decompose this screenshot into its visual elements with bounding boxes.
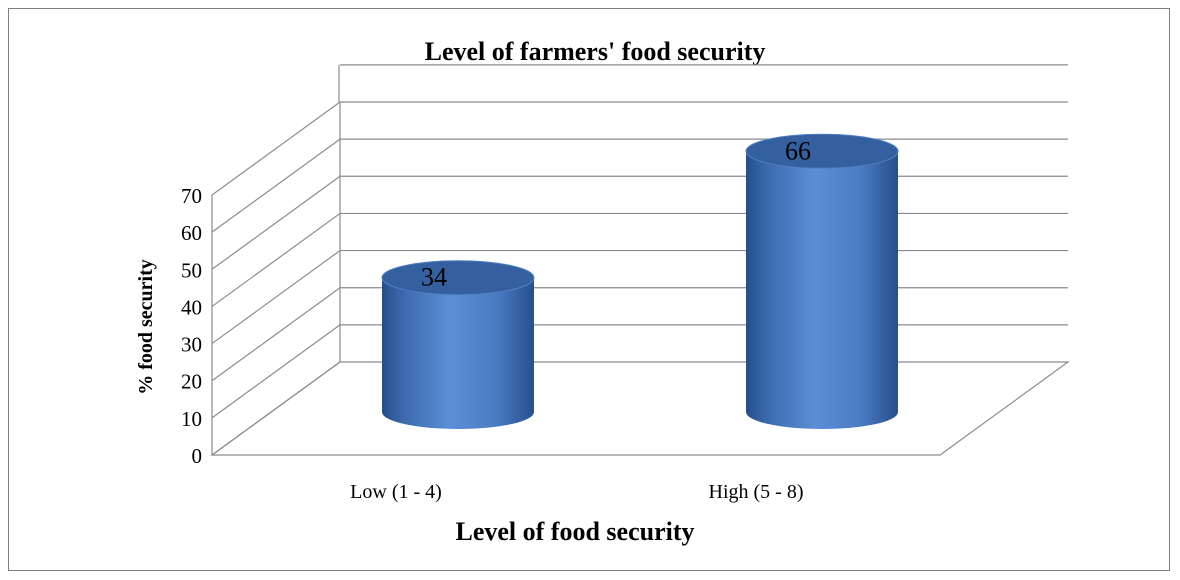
side-gridline [211,287,341,382]
side-gridline [211,101,341,196]
y-tick-label: 0 [192,444,203,468]
bar-1: 66 [745,133,899,430]
y-tick-label: 30 [181,333,202,357]
side-gridline [211,138,341,233]
x-axis-label: Level of food security [455,517,694,546]
side-gridline [211,212,341,307]
bar-body [382,277,534,429]
y-tick-label: 20 [181,370,202,394]
x-axis-ticks: Low (1 - 4) High (5 - 8) [350,481,803,503]
side-gridline [211,250,341,345]
side-gridline [211,324,341,419]
y-tick-label: 10 [181,407,202,431]
y-tick-label: 40 [181,295,202,319]
y-tick-label: 60 [181,221,202,245]
y-axis-label: % food security [135,259,157,395]
bar-top [381,260,535,296]
data-label: 34 [421,263,447,292]
y-tick-label: 70 [181,184,202,208]
chart-title: Level of farmers' food security [425,37,766,66]
x-tick-label: High (5 - 8) [709,481,804,503]
bar-body [746,151,898,430]
side-gridline [211,361,341,456]
floor-plane [210,361,1070,456]
bar-0: 34 [381,260,535,429]
y-tick-label: 50 [181,258,202,282]
data-label: 66 [785,136,811,165]
y-axis-ticks: 0 10 20 30 40 50 60 70 [181,184,202,468]
side-gridline [211,175,341,270]
bars: 34 66 [381,133,899,430]
grid-layer [210,64,1070,456]
x-tick-label: Low (1 - 4) [350,481,442,503]
bar-top [745,133,899,169]
